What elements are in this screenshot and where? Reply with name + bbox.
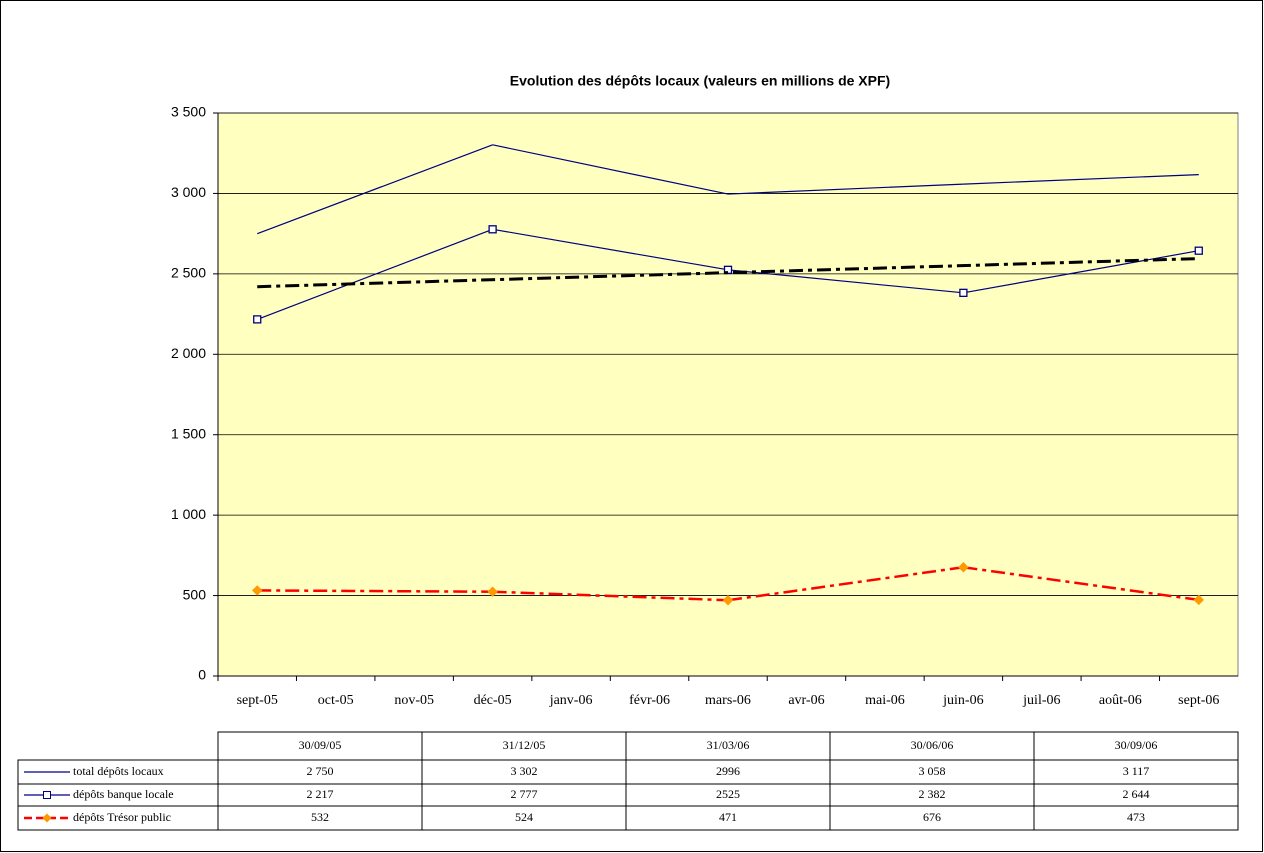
legend-label: dépôts banque locale <box>73 787 174 801</box>
y-tick-label: 0 <box>198 667 206 683</box>
y-tick-label: 3 000 <box>171 184 206 200</box>
table-column-header: 30/06/06 <box>911 738 954 752</box>
line-segment <box>257 144 493 235</box>
table-value: 532 <box>311 810 329 824</box>
table-value: 2 217 <box>307 787 334 801</box>
table-column-header: 31/03/06 <box>707 738 750 752</box>
x-tick-label: déc-05 <box>474 693 512 708</box>
marker <box>1194 246 1203 255</box>
table-value: 471 <box>719 810 737 824</box>
marker <box>958 562 969 573</box>
x-tick-label: oct-05 <box>318 693 354 708</box>
y-tick-label: 2 000 <box>171 345 206 361</box>
y-tick-label: 1 500 <box>171 425 206 441</box>
table-column-header: 30/09/06 <box>1115 738 1158 752</box>
line-segment <box>963 250 1199 294</box>
table-value: 676 <box>923 810 941 824</box>
marker <box>1193 594 1204 606</box>
line-segment <box>257 228 493 320</box>
x-tick-label: févr-06 <box>629 693 670 708</box>
y-tick-label: 500 <box>183 586 207 602</box>
marker <box>252 585 263 596</box>
marker <box>722 595 734 606</box>
x-tick-label: juil-06 <box>1022 693 1060 708</box>
x-tick-label: août-06 <box>1099 693 1142 708</box>
line-segment <box>492 590 729 602</box>
line-segment <box>727 566 964 602</box>
table-value: 2 750 <box>307 764 334 778</box>
line-segment <box>963 174 1199 185</box>
marker <box>487 586 498 597</box>
line-segment <box>257 257 1199 289</box>
x-tick-label: juin-06 <box>942 693 983 708</box>
legend-marker <box>42 813 52 823</box>
marker <box>488 225 497 234</box>
table-value: 2 382 <box>919 787 946 801</box>
marker <box>253 315 262 324</box>
line-segment <box>257 589 493 593</box>
table-value: 473 <box>1127 810 1145 824</box>
table-value: 3 058 <box>919 764 946 778</box>
table-column-header: 31/12/05 <box>503 738 546 752</box>
line-segment <box>492 228 729 271</box>
table-column-header: 30/09/05 <box>299 738 342 752</box>
y-tick-label: 1 000 <box>171 506 206 522</box>
y-tick-label: 2 500 <box>171 265 206 281</box>
table-value: 2996 <box>716 764 740 778</box>
y-tick-label: 3 500 <box>171 104 206 120</box>
table-value: 3 117 <box>1123 764 1150 778</box>
line-segment <box>963 566 1199 602</box>
x-tick-label: mai-06 <box>865 693 905 708</box>
marker <box>959 288 968 297</box>
table-value: 2 777 <box>511 787 538 801</box>
line-segment <box>727 183 964 195</box>
x-tick-label: avr-06 <box>788 693 824 708</box>
x-tick-label: janv-06 <box>549 693 593 708</box>
table-value: 524 <box>515 810 533 824</box>
legend-label: dépôts Trésor public <box>73 810 171 824</box>
table-value: 3 302 <box>511 764 538 778</box>
line-segment <box>492 144 729 195</box>
x-tick-label: mars-06 <box>705 693 751 708</box>
line-segment <box>727 269 964 294</box>
legend-label: total dépôts locaux <box>73 764 164 778</box>
x-tick-label: sept-05 <box>237 693 278 708</box>
legend-marker <box>43 791 51 799</box>
x-tick-label: sept-06 <box>1178 693 1219 708</box>
table-value: 2525 <box>716 787 740 801</box>
x-tick-label: nov-05 <box>394 693 434 708</box>
chart-title: Evolution des dépôts locaux (valeurs en … <box>510 73 890 89</box>
table-value: 2 644 <box>1123 787 1150 801</box>
